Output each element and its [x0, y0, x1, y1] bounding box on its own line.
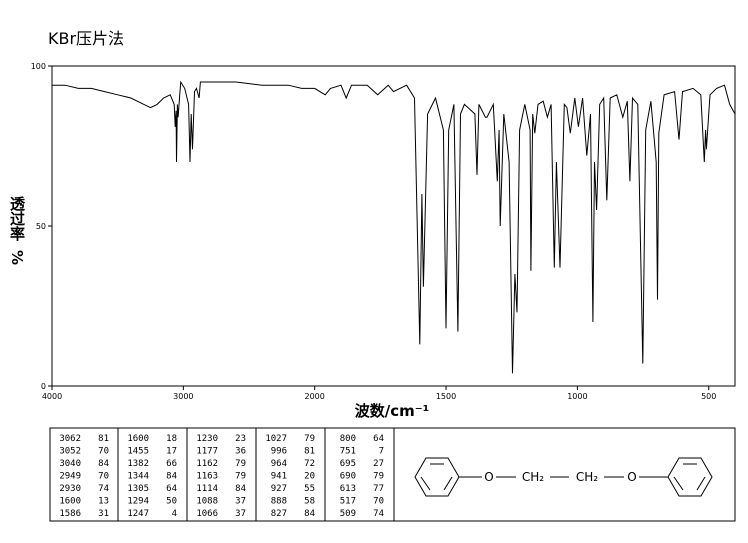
y-tick-label: 100	[31, 62, 46, 71]
table-transmittance: 27	[373, 459, 384, 469]
table-transmittance: 13	[98, 497, 109, 507]
table-wavenumber: 3052	[59, 447, 81, 457]
table-transmittance: 37	[235, 509, 246, 519]
table-frame	[49, 427, 736, 522]
table-transmittance: 18	[166, 434, 177, 444]
table-wavenumber: 827	[271, 509, 287, 519]
table-wavenumber: 964	[271, 459, 287, 469]
table-transmittance: 84	[304, 509, 315, 519]
table-transmittance: 23	[235, 434, 246, 444]
table-transmittance: 31	[98, 509, 109, 519]
spectrum-line	[52, 80, 736, 374]
table-wavenumber: 1382	[127, 459, 149, 469]
table-transmittance: 79	[235, 472, 246, 482]
table-wavenumber: 509	[340, 509, 356, 519]
x-tick-label: 2000	[305, 392, 325, 401]
table-transmittance: 55	[304, 484, 315, 494]
x-tick-label: 1500	[436, 392, 456, 401]
table-wavenumber: 2949	[59, 472, 81, 482]
table-transmittance: 84	[98, 459, 109, 469]
table-wavenumber: 3040	[59, 459, 81, 469]
table-transmittance: 77	[373, 484, 384, 494]
y-tick-label: 0	[41, 382, 46, 391]
table-transmittance: 58	[304, 497, 315, 507]
y-axis-unit: %	[8, 250, 26, 265]
table-wavenumber: 1247	[127, 509, 149, 519]
table-transmittance: 64	[373, 434, 384, 444]
plot-frame	[51, 65, 736, 387]
table-wavenumber: 1163	[196, 472, 218, 482]
table-wavenumber: 1177	[196, 447, 218, 457]
table-transmittance: 70	[98, 447, 109, 457]
table-wavenumber: 3062	[59, 434, 81, 444]
structure-label: CH₂	[522, 470, 544, 484]
y-tick-label: 50	[36, 222, 46, 231]
table-transmittance: 70	[98, 472, 109, 482]
table-transmittance: 84	[166, 472, 177, 482]
table-wavenumber: 690	[340, 472, 356, 482]
table-transmittance: 37	[235, 497, 246, 507]
table-wavenumber: 1114	[196, 484, 218, 494]
table-transmittance: 64	[166, 484, 177, 494]
table-wavenumber: 941	[271, 472, 287, 482]
table-transmittance: 79	[235, 459, 246, 469]
table-transmittance: 79	[373, 472, 384, 482]
table-transmittance: 17	[166, 447, 177, 457]
table-transmittance: 72	[304, 459, 315, 469]
table-wavenumber: 1088	[196, 497, 218, 507]
chart-title: KBr压片法	[48, 29, 124, 48]
table-wavenumber: 996	[271, 447, 287, 457]
x-tick-label: 4000	[42, 392, 62, 401]
table-wavenumber: 1230	[196, 434, 218, 444]
table-wavenumber: 1162	[196, 459, 218, 469]
table-transmittance: 84	[235, 484, 246, 494]
table-wavenumber: 1600	[59, 497, 81, 507]
table-wavenumber: 1027	[265, 434, 287, 444]
table-transmittance: 74	[373, 509, 384, 519]
structure-label: O	[627, 470, 636, 484]
table-transmittance: 70	[373, 497, 384, 507]
table-dividers	[117, 428, 395, 521]
table-wavenumber: 888	[271, 497, 287, 507]
structure-drawing	[414, 457, 713, 497]
table-wavenumber: 613	[340, 484, 356, 494]
x-axis-label: 波数/cm⁻¹	[355, 402, 430, 420]
table-wavenumber: 1344	[127, 472, 149, 482]
table-transmittance: 36	[235, 447, 246, 457]
table-wavenumber: 695	[340, 459, 356, 469]
table-wavenumber: 517	[340, 497, 356, 507]
x-tick-label: 1000	[567, 392, 587, 401]
table-wavenumber: 1586	[59, 509, 81, 519]
structure-label: CH₂	[576, 470, 598, 484]
structure-label: O	[484, 470, 493, 484]
table-wavenumber: 1066	[196, 509, 218, 519]
table-transmittance: 74	[98, 484, 109, 494]
table-wavenumber: 751	[340, 447, 356, 457]
table-transmittance: 50	[166, 497, 177, 507]
y-axis-label: 透过率	[8, 196, 26, 242]
table-wavenumber: 2930	[59, 484, 81, 494]
table-wavenumber: 800	[340, 434, 356, 444]
table-wavenumber: 1294	[127, 497, 149, 507]
table-transmittance: 81	[304, 447, 315, 457]
table-wavenumber: 1305	[127, 484, 149, 494]
table-transmittance: 4	[172, 509, 177, 519]
table-transmittance: 66	[166, 459, 177, 469]
table-wavenumber: 1600	[127, 434, 149, 444]
table-transmittance: 7	[379, 447, 384, 457]
table-wavenumber: 1455	[127, 447, 149, 457]
table-wavenumber: 927	[271, 484, 287, 494]
table-transmittance: 20	[304, 472, 315, 482]
x-tick-label: 500	[701, 392, 716, 401]
x-tick-label: 3000	[173, 392, 193, 401]
table-transmittance: 79	[304, 434, 315, 444]
table-transmittance: 81	[98, 434, 109, 444]
